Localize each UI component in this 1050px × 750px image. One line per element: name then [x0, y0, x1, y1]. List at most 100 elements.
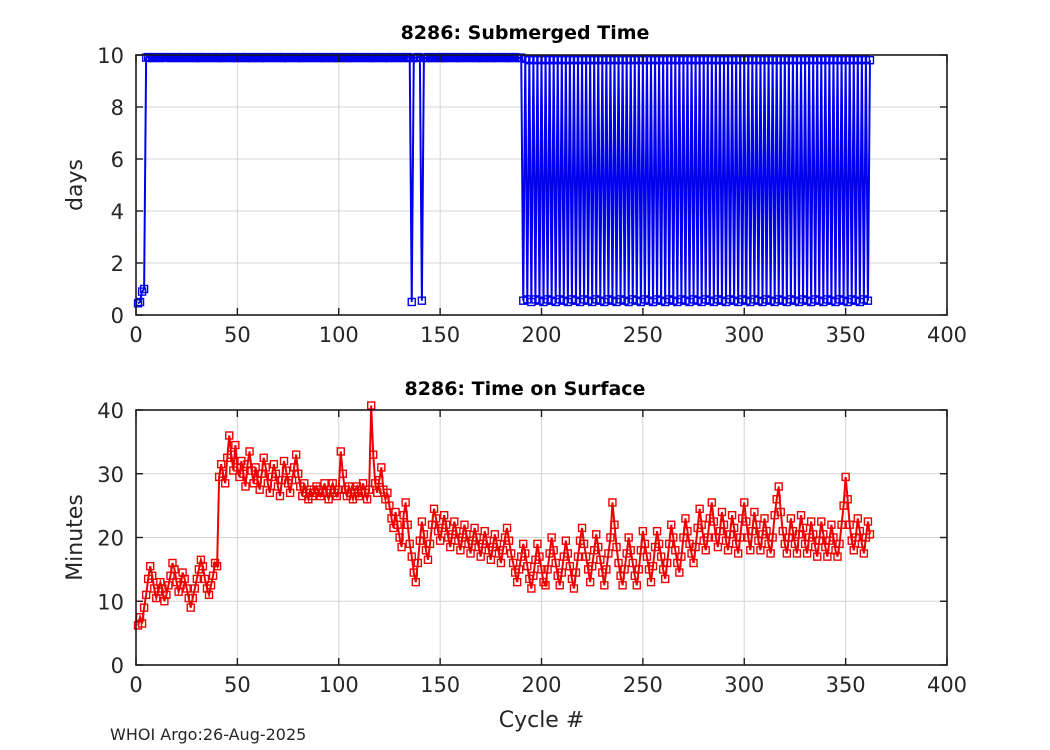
series-marker — [675, 568, 684, 577]
series-marker — [300, 479, 309, 488]
y-axis-title: Minutes — [63, 494, 88, 581]
series-marker — [456, 546, 465, 555]
series-marker — [294, 469, 303, 478]
series-marker — [399, 510, 408, 520]
series-marker — [806, 517, 816, 526]
series-marker — [719, 520, 729, 529]
series-marker — [466, 549, 475, 558]
series-marker — [817, 517, 826, 526]
series-marker — [504, 536, 514, 545]
series-marker — [204, 590, 214, 600]
series-marker — [608, 498, 617, 507]
series-marker — [756, 546, 765, 555]
series-marker — [561, 536, 571, 545]
series-marker — [772, 495, 781, 504]
series-marker — [385, 501, 394, 510]
y-tick-label: 10 — [97, 590, 124, 614]
series-marker — [563, 549, 573, 558]
series-marker — [375, 475, 384, 485]
series-marker — [164, 581, 173, 590]
series-marker — [669, 533, 678, 542]
chart-title-time-on-surface: 8286: Time on Surface — [404, 378, 646, 400]
series-marker — [833, 552, 842, 561]
y-axis-title: days — [63, 159, 88, 211]
series-marker — [482, 536, 491, 545]
series-marker — [446, 542, 455, 552]
series-marker — [837, 520, 846, 529]
series-marker — [835, 539, 844, 549]
series-marker — [736, 533, 745, 542]
x-tick-label: 200 — [521, 323, 561, 347]
series-marker — [660, 574, 670, 584]
x-tick-label: 0 — [129, 673, 142, 697]
series-marker — [241, 482, 250, 491]
series-marker — [366, 401, 376, 410]
series-marker — [460, 520, 469, 529]
series-marker — [594, 542, 603, 552]
series-marker — [792, 549, 802, 558]
series-marker — [638, 526, 648, 536]
series-marker — [845, 520, 854, 529]
series-marker — [186, 603, 195, 612]
series-marker — [519, 539, 528, 549]
y-tick-label: 20 — [97, 527, 124, 551]
series-marker — [707, 498, 717, 507]
series-marker — [713, 542, 723, 552]
series-marker — [602, 565, 611, 574]
series-marker — [577, 523, 587, 533]
series-marker — [221, 479, 230, 488]
series-marker — [417, 296, 427, 305]
series-marker — [462, 530, 471, 539]
series-marker — [802, 549, 812, 558]
series-marker — [216, 459, 226, 469]
series-marker — [225, 431, 234, 440]
series-marker — [417, 517, 427, 526]
series-marker — [760, 514, 769, 523]
series-marker — [709, 517, 719, 526]
series-marker — [338, 469, 348, 478]
series-marker — [291, 450, 301, 459]
series-marker — [671, 546, 680, 555]
series-marker — [849, 546, 858, 555]
series-marker — [555, 581, 564, 590]
series-marker — [470, 523, 479, 533]
series-marker — [206, 581, 216, 590]
series-marker — [281, 466, 291, 475]
series-marker — [614, 558, 623, 568]
series-marker — [762, 526, 771, 536]
series-marker — [419, 530, 429, 539]
series-marker — [612, 542, 621, 552]
series-marker — [663, 558, 672, 568]
series-marker — [571, 568, 581, 577]
series-marker — [752, 520, 761, 529]
series-marker — [208, 571, 218, 580]
series-marker — [265, 488, 275, 498]
series-marker — [450, 517, 459, 526]
series-marker — [827, 520, 836, 529]
series-marker — [652, 526, 662, 536]
series-marker — [808, 530, 818, 539]
series-marker — [648, 561, 658, 571]
series-marker — [683, 526, 692, 536]
series-marker — [515, 565, 524, 574]
x-tick-label: 350 — [826, 323, 866, 347]
series-marker — [190, 584, 200, 593]
series-marker — [667, 520, 676, 529]
plot-area-submerged-time: 0 50 100 150 200 250 300 350 400 0 2 4 6 8 10 days — [63, 44, 967, 347]
series-marker — [703, 533, 712, 542]
series-marker — [654, 539, 664, 549]
series-marker — [145, 561, 155, 571]
series-marker — [729, 523, 739, 533]
series-marker — [632, 581, 641, 590]
footer-attribution: WHOI Argo:26-Aug-2025 — [110, 725, 307, 744]
series-marker — [425, 539, 435, 549]
series-marker — [863, 296, 873, 305]
series-marker — [740, 498, 749, 507]
series-marker — [188, 593, 197, 603]
series-marker — [139, 603, 149, 612]
series-marker — [569, 584, 579, 593]
series-marker — [255, 485, 264, 494]
series-marker — [472, 533, 481, 542]
series-marker — [498, 546, 508, 555]
series-marker — [336, 447, 345, 456]
